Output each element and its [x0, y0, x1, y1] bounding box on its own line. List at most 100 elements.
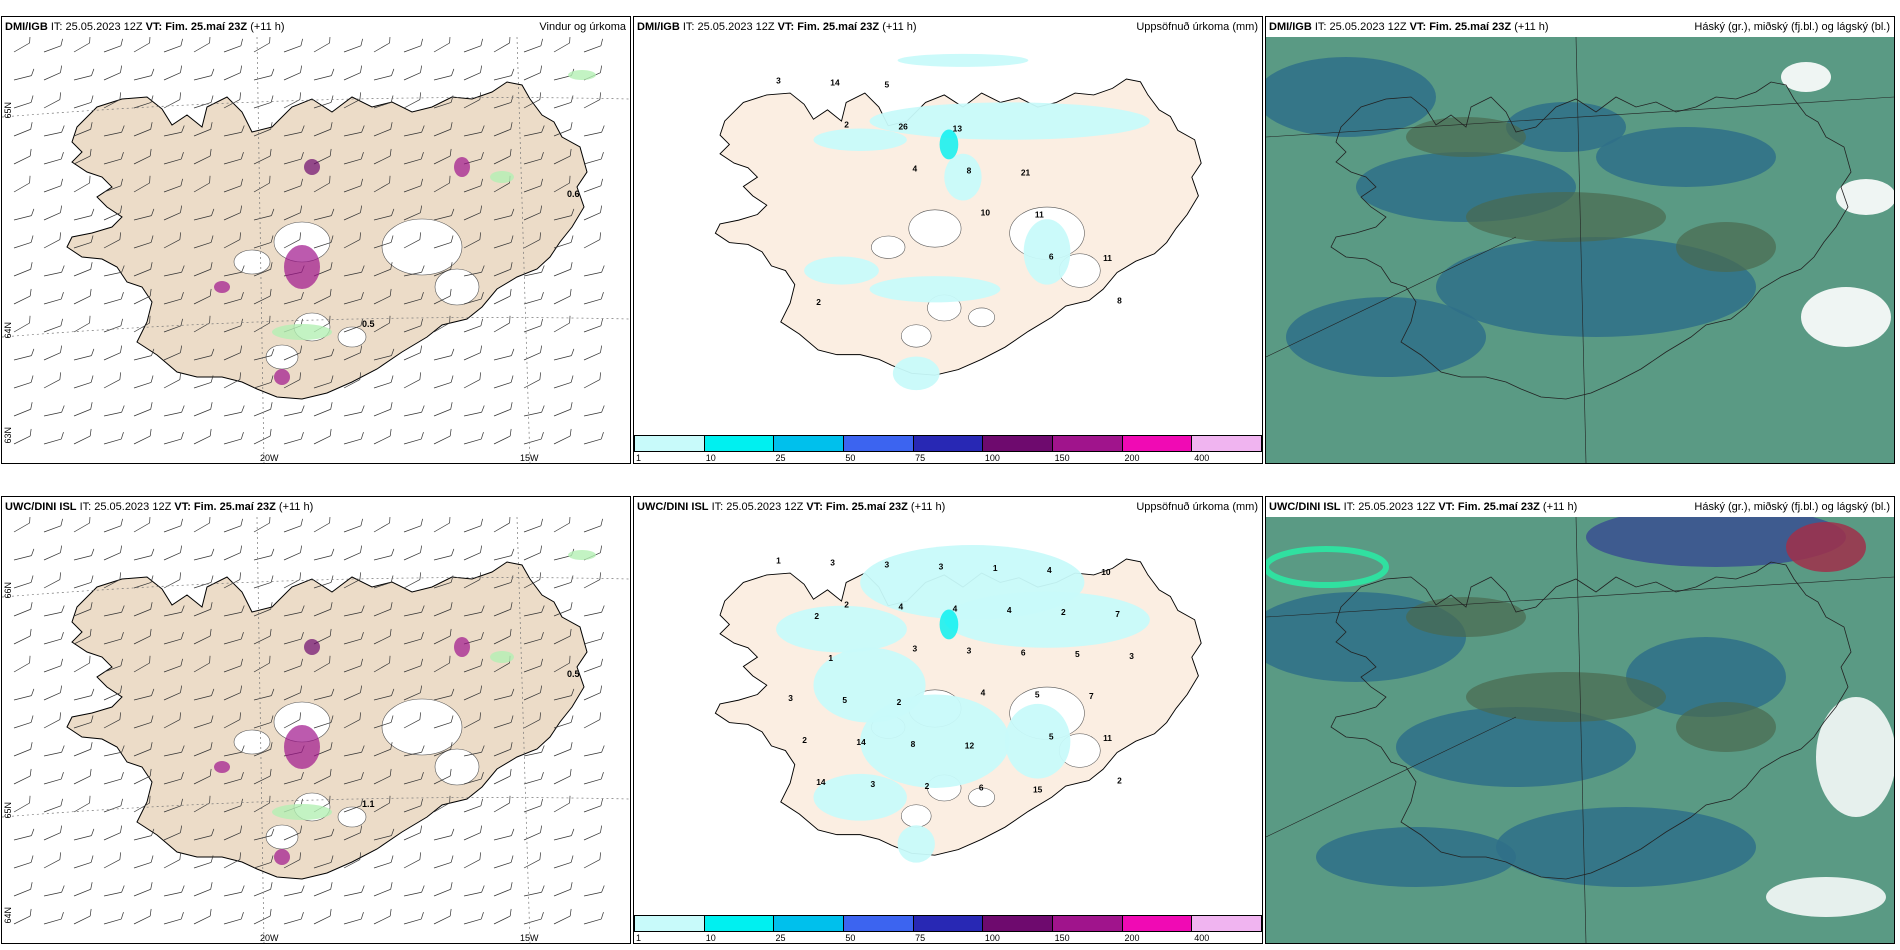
- wind-barb: [253, 235, 274, 249]
- wind-barb: [223, 372, 241, 389]
- panel-lead-time: (+11 h): [910, 501, 946, 513]
- wind-barb: [13, 37, 31, 53]
- wind-barb: [403, 265, 425, 277]
- wind-barb: [283, 372, 301, 389]
- wind-barb: [373, 68, 395, 81]
- wind-barb: [403, 745, 425, 757]
- wind-barb: [103, 685, 123, 701]
- wind-barb: [133, 208, 155, 221]
- panel-model: UWC/DINI ISL: [637, 501, 709, 513]
- precip-amount-label: 8: [1117, 295, 1122, 305]
- wind-barb: [43, 798, 63, 813]
- wind-barb: [163, 372, 181, 389]
- wind-barb: [403, 518, 423, 533]
- wind-barb: [13, 175, 31, 193]
- wind-barb: [523, 658, 543, 673]
- wind-barb: [433, 95, 454, 109]
- colorbar-swatch: [774, 436, 845, 451]
- wind-barb: [463, 745, 485, 757]
- wind-barb: [103, 632, 124, 645]
- wind-barb: [553, 602, 573, 617]
- wind-barb: [523, 345, 543, 361]
- wind-barb: [523, 265, 545, 277]
- lon-gridline: [516, 37, 531, 463]
- wind-barb: [43, 205, 63, 221]
- colorbar-tick: 400: [1194, 453, 1210, 463]
- precip-amount-label: 1: [776, 556, 781, 566]
- precip-amount-label: 3: [967, 645, 972, 655]
- wind-barb: [223, 405, 245, 417]
- wind-barb: [43, 712, 61, 729]
- wind-barb: [433, 908, 452, 925]
- wind-barb: [463, 38, 483, 53]
- precip-area: [892, 356, 940, 391]
- wind-barb: [553, 288, 572, 305]
- wind-barb: [523, 178, 543, 193]
- wind-barb: [283, 885, 305, 897]
- wind-barb: [103, 825, 123, 841]
- wind-barb: [13, 688, 35, 701]
- wind-barb: [133, 768, 152, 785]
- wind-barb: [583, 852, 601, 869]
- wind-barb: [523, 885, 545, 897]
- wind-barb: [133, 575, 154, 589]
- precip-amount-label: 4: [898, 601, 903, 611]
- wind-barb: [253, 262, 273, 277]
- wind-barb: [73, 742, 93, 757]
- precip-value-label: 0.5: [362, 319, 375, 329]
- panel-valid-time: Fim. 25.maí 23Z: [825, 501, 908, 513]
- lat-label: 65N: [3, 102, 13, 119]
- wind-barb: [433, 882, 453, 897]
- colorbar-tick: 25: [775, 933, 786, 943]
- wind-barb: [43, 292, 64, 305]
- cloud-dark-area: [1406, 117, 1526, 157]
- wind-barb: [103, 405, 125, 417]
- wind-barb: [193, 602, 213, 617]
- wind-barb: [493, 548, 515, 561]
- wind-barb: [313, 288, 332, 305]
- wind-barb: [163, 658, 183, 673]
- wind-barb: [463, 92, 481, 109]
- wind-barb: [313, 602, 333, 617]
- precip-amount-label: 3: [939, 561, 944, 571]
- wind-barb: [493, 148, 512, 165]
- panel-valid-time: Fim. 25.maí 23Z: [797, 21, 880, 33]
- wind-barb: [163, 632, 184, 645]
- wind-barb: [223, 772, 244, 785]
- wind-barb: [253, 908, 272, 925]
- wind-barb: [433, 688, 455, 701]
- colorbar-tick: 150: [1054, 453, 1070, 463]
- panel-field-title: Háský (gr.), miðský (fj.bl.) og lágský (…: [1694, 21, 1890, 33]
- wind-barb: [73, 688, 95, 701]
- panel-vt-label: VT:: [1438, 501, 1455, 513]
- wind-barb: [343, 658, 363, 673]
- wind-barb: [163, 745, 185, 757]
- wind-barb: [373, 768, 392, 785]
- wind-barb: [493, 855, 514, 869]
- wind-barb: [163, 518, 183, 533]
- precip-amount-label: 5: [1035, 689, 1040, 699]
- wind-barb: [583, 232, 601, 249]
- glacier-outline: [233, 729, 271, 755]
- colorbar-tick: 75: [915, 933, 926, 943]
- wind-barb: [583, 712, 601, 729]
- wind-barb: [103, 345, 123, 361]
- wind-barb: [523, 405, 545, 417]
- panel-field-title: Háský (gr.), miðský (fj.bl.) og lágský (…: [1694, 501, 1890, 513]
- precip-area: [860, 694, 1010, 788]
- wind-barb: [253, 828, 275, 841]
- wind-barb: [253, 768, 272, 785]
- wind-barb: [463, 345, 483, 361]
- wind-barb: [583, 432, 604, 445]
- wind-barb: [73, 855, 94, 869]
- wind-barb: [43, 265, 65, 277]
- wind-barb: [253, 288, 272, 305]
- wind-barb: [463, 318, 483, 333]
- panel-vt-label: VT:: [145, 21, 163, 33]
- wind-barb: [73, 148, 92, 165]
- wind-barb: [343, 65, 363, 81]
- precip-amount-label: 2: [897, 697, 902, 707]
- wind-barb: [163, 852, 181, 869]
- wind-barb: [133, 68, 155, 81]
- wind-barb: [463, 545, 483, 561]
